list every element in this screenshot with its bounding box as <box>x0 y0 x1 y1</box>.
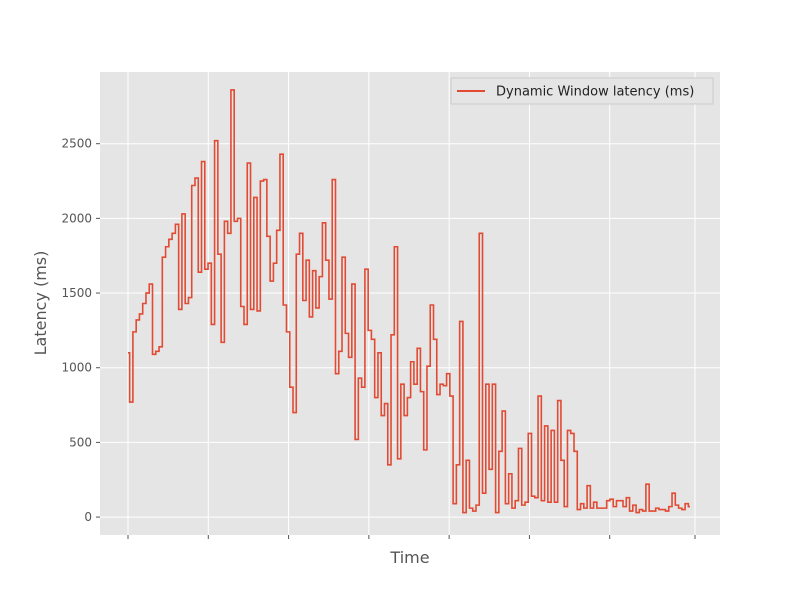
legend-box <box>450 77 714 105</box>
legend: Dynamic Window latency (ms) <box>450 77 714 105</box>
legend-label: Dynamic Window latency (ms) <box>496 85 694 100</box>
y-tick-label: 2000 <box>61 211 92 225</box>
y-axis-label: Latency (ms) <box>31 251 50 356</box>
y-tick-label: 0 <box>84 510 92 524</box>
series-group <box>128 89 690 514</box>
y-tick-label: 1000 <box>61 361 92 375</box>
y-tick-label: 2500 <box>61 137 92 151</box>
axis-ticks: 0 500 1000 1500 2000 2500 <box>61 137 696 539</box>
y-tick-label: 500 <box>69 435 92 449</box>
plot-area <box>100 72 720 535</box>
series-line-dynamic-window-latency <box>128 89 690 514</box>
y-tick-label: 1500 <box>61 286 92 300</box>
x-axis-label: Time <box>389 548 429 567</box>
